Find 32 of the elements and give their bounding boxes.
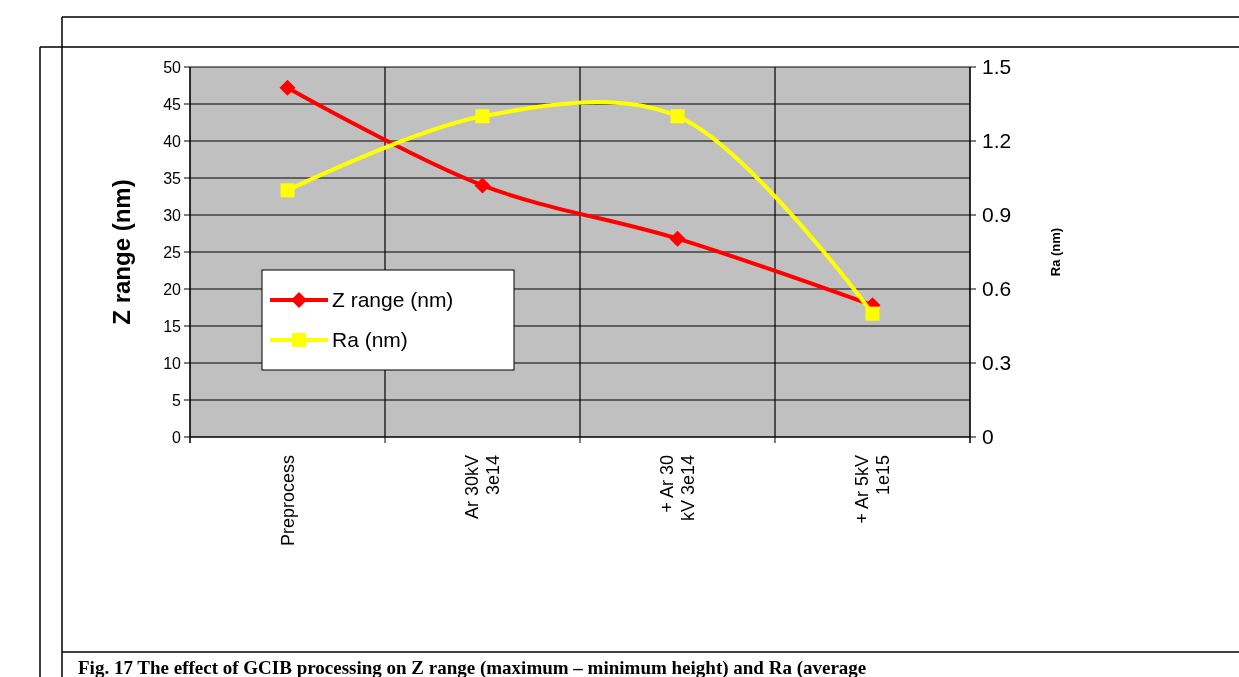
y2-axis-title: Ra (nm)	[1048, 227, 1063, 277]
point	[865, 306, 880, 321]
x-tick-label: + Ar 5kV 1e15	[852, 455, 893, 524]
y-tick-label: 20	[163, 280, 182, 298]
y-tick-label: 10	[163, 354, 182, 372]
y-axis-title: Z range (nm)	[108, 179, 135, 325]
point	[669, 230, 686, 247]
y2-tick-label: 1.2	[982, 129, 1012, 153]
y2-tick-label: 0.3	[982, 351, 1012, 375]
y-tick-label: 25	[163, 243, 182, 261]
y-tick-label: 15	[163, 317, 182, 335]
y-tick-label: 0	[172, 428, 182, 446]
point	[474, 177, 491, 194]
y-tick-label: 35	[163, 169, 182, 187]
y-tick-label: 50	[163, 58, 182, 76]
legend-label: Ra (nm)	[332, 328, 408, 352]
y-tick-label: 45	[163, 95, 182, 113]
point	[280, 183, 295, 198]
y2-tick-label: 0.9	[982, 203, 1012, 227]
legend-label: Z range (nm)	[332, 288, 454, 312]
y-tick-label: 40	[163, 132, 182, 150]
y2-tick-label: 1.5	[982, 55, 1012, 79]
point	[670, 109, 685, 124]
y2-tick-label: 0	[982, 425, 994, 449]
point	[279, 79, 296, 96]
y2-tick-label: 0.6	[982, 277, 1012, 301]
x-tick-label: + Ar 30 kV 3e14	[657, 455, 698, 522]
x-tick-label: Preprocess	[277, 455, 298, 547]
y-tick-label: 30	[163, 206, 182, 224]
point	[475, 109, 490, 124]
y-tick-label: 5	[172, 391, 182, 409]
x-tick-label: Ar 30kV 3e14	[462, 455, 503, 520]
